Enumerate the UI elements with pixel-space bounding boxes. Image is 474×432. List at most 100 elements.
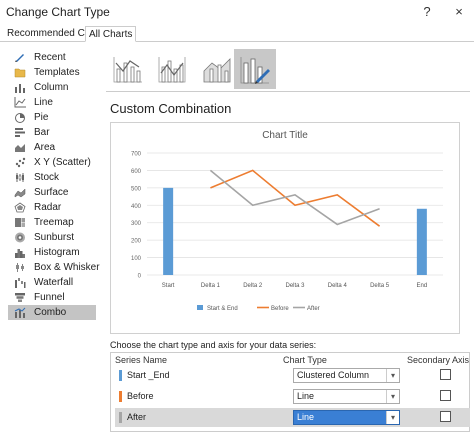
column-header-series-name: Series Name [115,355,168,365]
y-tick-label: 600 [131,169,142,175]
chart-type-dropdown[interactable]: Line ▾ [293,410,400,425]
sidebar-item-box-whisker[interactable]: Box & Whisker [8,260,100,275]
pie-chart-icon [15,113,25,123]
series-line [209,169,380,226]
sidebar-item-surface[interactable]: Surface [8,185,96,200]
sidebar-item-funnel[interactable]: Funnel [8,290,96,305]
sidebar-item-label: Sunburst [34,232,75,243]
y-tick-label: 700 [131,152,142,158]
series-table: Series Name Chart Type Secondary Axis St… [110,352,470,432]
help-button[interactable]: ? [423,4,431,19]
x-tick-label: Delta 2 [243,283,263,289]
sidebar-item-column[interactable]: Column [8,80,96,95]
chart-type-value: Clustered Column [297,370,370,380]
sidebar-item-label: X Y (Scatter) [34,157,91,168]
clustered-column-line-secondary-axis-icon [158,57,186,83]
sidebar-item-treemap[interactable]: Treemap [8,215,96,230]
chart-type-value: Line [297,412,315,422]
sidebar-item-label: Radar [34,202,62,213]
series-row[interactable]: After Line ▾ [115,408,470,427]
sidebar-item-radar[interactable]: Radar [8,200,96,215]
close-button[interactable]: × [455,4,463,19]
sidebar-item-label: Line [34,97,53,108]
chevron-down-icon[interactable]: ▾ [386,369,399,382]
legend-label: Start & End [207,306,238,312]
chevron-down-icon[interactable]: ▾ [386,390,399,403]
series-row[interactable]: Start _End Clustered Column ▾ [115,366,470,385]
sidebar-item-area[interactable]: Area [8,140,96,155]
tab-all-charts[interactable]: All Charts [85,26,137,42]
funnel-chart-icon [15,293,25,302]
sidebar-item-stock[interactable]: Stock [8,170,96,185]
chart-title: Chart Title [262,130,308,141]
sidebar-item-line[interactable]: Line [8,95,96,110]
y-tick-label: 0 [138,274,142,280]
sidebar-item-label: Bar [34,127,50,138]
column-bar [416,208,427,275]
sunburst-chart-icon [15,232,25,243]
series-row[interactable]: Before Line ▾ [115,387,470,406]
series-color-swatch [119,370,122,381]
series-line [210,169,381,227]
subtype-clustered-column-line-secondary-axis[interactable] [153,49,191,87]
chart-preview: Chart Title 0 100 200 300 400 500 600 700 Start D… [110,122,460,334]
sidebar-item-label: Treemap [34,217,74,228]
chart-type-dropdown[interactable]: Clustered Column ▾ [293,368,400,383]
sidebar-item-label: Templates [34,67,80,78]
divider [106,91,470,92]
sidebar-item-label: Pie [34,112,49,123]
series-name: Start _End [127,370,170,380]
x-tick-label: Delta 4 [328,283,348,289]
y-tick-label: 400 [131,204,142,210]
column-bar [163,187,174,275]
box-whisker-chart-icon [16,263,24,272]
sidebar-item-waterfall[interactable]: Waterfall [8,275,96,290]
x-tick-label: Delta 3 [285,283,305,289]
secondary-axis-checkbox[interactable] [440,390,451,401]
chart-type-main-panel: Custom Combination Chart Title 0 100 200 30… [106,47,474,432]
sidebar-item-label: Column [34,82,69,93]
y-tick-label: 500 [131,186,142,192]
sidebar-item-templates[interactable]: Templates [8,65,96,80]
title-bar: Change Chart Type ? × [0,0,474,24]
subtype-stacked-area-clustered-column[interactable] [198,49,236,87]
legend-swatch [197,305,203,310]
combo-chart-icon [14,307,26,318]
treemap-chart-icon [15,218,25,227]
sidebar-item-sunburst[interactable]: Sunburst [8,230,96,245]
subtype-clustered-column-line[interactable] [108,49,146,87]
stacked-area-clustered-column-icon [203,58,231,83]
surface-chart-icon [14,188,26,198]
sidebar-item-label: Funnel [34,292,65,303]
secondary-axis-checkbox[interactable] [440,369,451,380]
y-tick-label: 100 [131,256,142,262]
sidebar-item-recent[interactable]: Recent [8,50,96,65]
combo-chart: Chart Title 0 100 200 300 400 500 600 700 Start D… [131,130,443,312]
sidebar-item-pie[interactable]: Pie [8,110,96,125]
section-heading: Custom Combination [110,101,232,116]
column-chart-icon [15,84,25,93]
sidebar-item-combo[interactable]: Combo [8,305,96,320]
custom-combination-icon [240,57,270,84]
sidebar-item-label: Combo [34,307,67,318]
x-tick-label: Delta 1 [201,283,221,289]
sidebar-item-histogram[interactable]: Histogram [8,245,96,260]
series-name: Before [127,391,154,401]
chart-type-sidebar: Recent Templates Column Line Pie Bar Are… [8,49,100,417]
series-color-swatch [119,412,122,423]
secondary-axis-checkbox[interactable] [440,411,451,422]
scatter-chart-icon [15,157,26,168]
waterfall-chart-icon [15,278,26,288]
sidebar-item-scatter[interactable]: X Y (Scatter) [8,155,96,170]
sidebar-item-bar[interactable]: Bar [8,125,96,140]
sidebar-item-label: Histogram [34,247,80,258]
clustered-column-line-icon [113,57,142,83]
tab-strip: Recommended Charts All Charts [0,26,474,42]
sidebar-item-label: Waterfall [34,277,74,288]
chart-type-dropdown[interactable]: Line ▾ [293,389,400,404]
line-chart-icon [14,97,26,108]
subtype-custom-combination[interactable] [234,49,276,89]
chevron-down-icon[interactable]: ▾ [386,411,399,424]
sidebar-item-label: Surface [34,187,69,198]
tab-recommended-charts[interactable]: Recommended Charts [7,28,108,39]
